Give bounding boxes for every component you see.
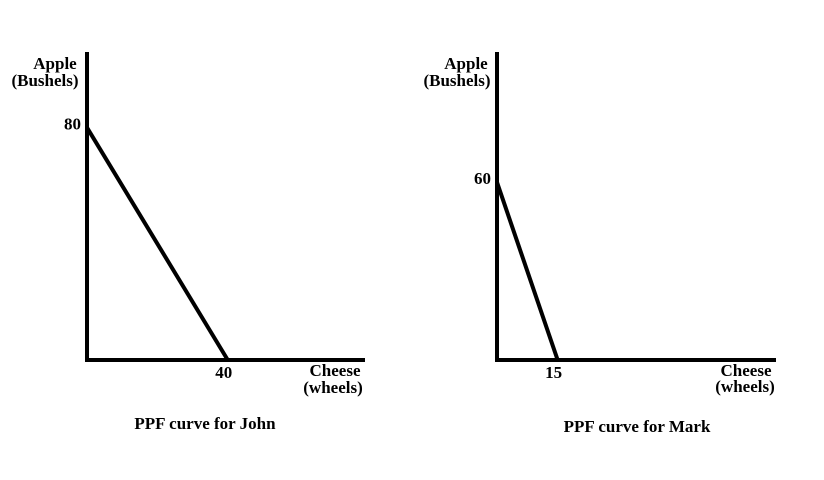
ppf-line [495, 181, 560, 361]
y-axis-label: (Bushels) [11, 71, 78, 90]
x-axis-label: Cheese [310, 361, 361, 380]
y-tick-label: 60 [474, 169, 491, 188]
ppf-line [85, 126, 230, 362]
x-tick-label: 40 [215, 363, 232, 382]
y-axis-label: (Bushels) [423, 71, 490, 90]
y-axis-label: Apple [444, 54, 488, 73]
x-axis-label: Cheese [721, 361, 772, 380]
y-axis-label: Apple [33, 54, 77, 73]
x-axis-label: (wheels) [715, 377, 774, 396]
y-tick-label: 80 [64, 114, 81, 133]
x-axis-label: (wheels) [303, 378, 362, 397]
chart-title: PPF curve for Mark [564, 417, 711, 436]
chart-title: PPF curve for John [134, 414, 276, 433]
x-tick-label: 15 [545, 363, 562, 382]
